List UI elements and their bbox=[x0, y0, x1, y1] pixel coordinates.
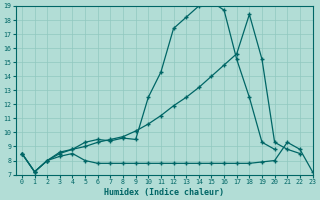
X-axis label: Humidex (Indice chaleur): Humidex (Indice chaleur) bbox=[104, 188, 224, 197]
